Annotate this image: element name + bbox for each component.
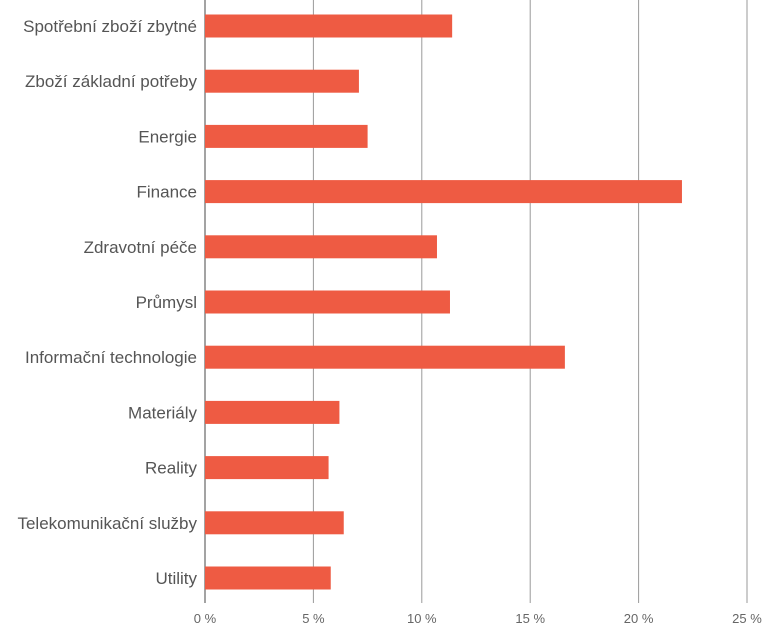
- category-label: Průmysl: [136, 293, 197, 312]
- category-label: Energie: [138, 127, 197, 146]
- category-label: Zdravotní péče: [84, 238, 197, 257]
- x-tick-label: 15 %: [515, 611, 545, 626]
- bar: [205, 235, 437, 259]
- bar-series: [205, 14, 682, 590]
- category-label: Reality: [145, 459, 197, 478]
- bar: [205, 180, 682, 204]
- category-label: Telekomunikační služby: [17, 514, 197, 533]
- bar: [205, 14, 453, 38]
- bar: [205, 456, 329, 480]
- category-label: Zboží základní potřeby: [25, 72, 197, 91]
- category-label: Informační technologie: [25, 348, 197, 367]
- category-label: Finance: [137, 183, 197, 202]
- x-tick-label: 5 %: [302, 611, 325, 626]
- bar: [205, 566, 331, 590]
- bar: [205, 400, 340, 424]
- category-label: Materiály: [128, 403, 197, 422]
- category-labels: Spotřební zboží zbytné Zboží základní pot…: [17, 17, 197, 588]
- bar: [205, 124, 368, 148]
- x-tick-label: 20 %: [624, 611, 654, 626]
- x-tick-label: 10 %: [407, 611, 437, 626]
- x-tick-labels: 0 % 5 % 10 % 15 % 20 % 25 %: [194, 611, 762, 626]
- x-tick-label: 0 %: [194, 611, 217, 626]
- category-label: Spotřební zboží zbytné: [23, 17, 197, 36]
- bar: [205, 511, 344, 535]
- bar: [205, 69, 359, 93]
- bar: [205, 290, 450, 314]
- category-label: Utility: [155, 569, 197, 588]
- x-tick-label: 25 %: [732, 611, 762, 626]
- bar: [205, 345, 565, 369]
